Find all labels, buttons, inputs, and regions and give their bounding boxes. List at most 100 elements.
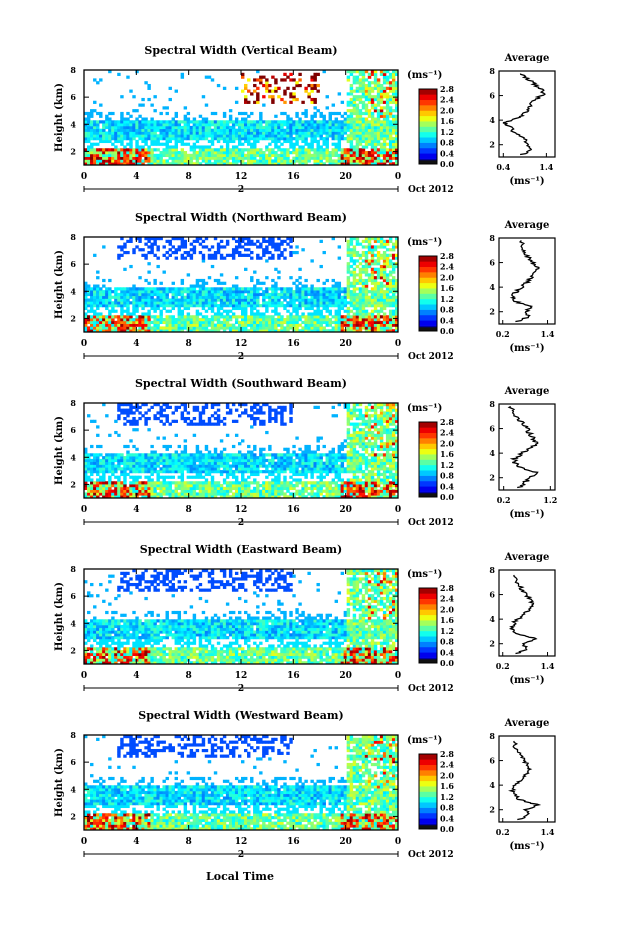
heatmap-cell bbox=[349, 92, 354, 96]
colorbar-tick-label: 2.0 bbox=[440, 105, 454, 115]
heatmap-cell bbox=[114, 298, 118, 302]
heatmap-cell bbox=[144, 326, 148, 330]
heatmap-cell bbox=[135, 159, 139, 163]
heatmap-cell bbox=[159, 467, 163, 471]
heatmap-cell bbox=[93, 453, 97, 457]
heatmap-cell bbox=[87, 120, 91, 124]
heatmap-cell bbox=[352, 134, 357, 138]
heatmap-cell bbox=[253, 120, 257, 124]
heatmap-cell bbox=[129, 137, 133, 141]
heatmap-cell bbox=[259, 151, 263, 155]
heatmap-cell bbox=[388, 309, 393, 313]
heatmap-cell bbox=[292, 318, 296, 322]
heatmap-cell bbox=[168, 315, 172, 319]
heatmap-cell bbox=[108, 151, 112, 155]
heatmap-cell bbox=[361, 100, 366, 104]
heatmap-cell bbox=[138, 486, 142, 491]
heatmap-cell bbox=[96, 484, 100, 488]
heatmap-cell bbox=[150, 301, 154, 305]
heatmap-cell bbox=[195, 281, 200, 285]
heatmap-cell bbox=[174, 486, 178, 491]
heatmap-cell bbox=[301, 292, 305, 297]
heatmap-cell bbox=[198, 481, 203, 485]
heatmap-cell bbox=[385, 95, 390, 99]
heatmap-cell bbox=[156, 237, 160, 241]
heatmap-cell bbox=[189, 148, 194, 152]
heatmap-cell bbox=[310, 97, 314, 102]
heatmap-cell bbox=[364, 137, 369, 141]
heatmap-cell bbox=[352, 270, 357, 274]
heatmap-cell bbox=[87, 467, 91, 471]
heatmap-cell bbox=[219, 162, 224, 166]
heatmap-cell bbox=[262, 318, 266, 322]
heatmap-cell bbox=[117, 475, 121, 479]
heatmap-cell bbox=[259, 123, 263, 127]
heatmap-cell bbox=[168, 290, 172, 294]
heatmap-cell bbox=[241, 464, 245, 468]
heatmap-cell bbox=[379, 292, 384, 297]
heatmap-cell bbox=[198, 329, 203, 333]
heatmap-cell bbox=[141, 470, 145, 474]
heatmap-cell bbox=[159, 137, 163, 141]
heatmap-cell bbox=[192, 489, 197, 493]
heatmap-cell bbox=[129, 484, 133, 488]
heatmap-cell bbox=[189, 326, 194, 330]
heatmap-cell bbox=[343, 304, 348, 308]
heatmap-cell bbox=[361, 304, 366, 308]
heatmap-cell bbox=[237, 456, 242, 460]
colorbar-segment bbox=[419, 105, 437, 111]
heatmap-cell bbox=[250, 287, 254, 291]
heatmap-cell bbox=[90, 492, 94, 496]
heatmap-cell bbox=[129, 151, 133, 155]
heatmap-cell bbox=[382, 329, 387, 333]
heatmap-cell bbox=[361, 95, 366, 99]
heatmap-cell bbox=[234, 137, 239, 141]
heatmap-cell bbox=[234, 123, 239, 127]
heatmap-cell bbox=[159, 281, 163, 285]
heatmap-cell bbox=[90, 301, 94, 305]
heatmap-cell bbox=[129, 145, 133, 149]
heatmap-cell bbox=[177, 248, 182, 252]
heatmap-cell bbox=[346, 242, 351, 246]
average-y-tick-label: 4 bbox=[489, 115, 495, 125]
heatmap-cell bbox=[117, 315, 121, 319]
heatmap-cell bbox=[210, 298, 215, 302]
heatmap-cell bbox=[292, 315, 296, 319]
heatmap-cell bbox=[370, 156, 375, 160]
heatmap-cell bbox=[192, 329, 197, 333]
heatmap-cell bbox=[117, 456, 121, 460]
heatmap-cell bbox=[198, 492, 203, 496]
heatmap-cell bbox=[162, 134, 166, 138]
heatmap-cell bbox=[108, 475, 112, 479]
heatmap-cell bbox=[117, 159, 121, 163]
heatmap-cell bbox=[385, 278, 390, 283]
heatmap-cell bbox=[162, 436, 166, 440]
heatmap-cell bbox=[138, 292, 142, 297]
heatmap-cell bbox=[262, 153, 266, 158]
heatmap-cell bbox=[210, 131, 215, 135]
heatmap-cell bbox=[123, 290, 127, 294]
heatmap-cell bbox=[114, 151, 118, 155]
heatmap-cell bbox=[322, 287, 326, 291]
heatmap-cell bbox=[310, 78, 314, 82]
heatmap-cell bbox=[204, 315, 209, 319]
heatmap-cell bbox=[295, 128, 299, 132]
heatmap-cell bbox=[87, 292, 91, 297]
heatmap-cell bbox=[183, 419, 188, 423]
heatmap-cell bbox=[340, 306, 345, 311]
heatmap-cell bbox=[271, 134, 275, 138]
heatmap-cell bbox=[328, 131, 332, 135]
heatmap-cell bbox=[277, 139, 281, 144]
heatmap-cell bbox=[364, 250, 369, 255]
heatmap-cell bbox=[120, 139, 124, 144]
colorbar-segment bbox=[419, 131, 437, 138]
heatmap-cell bbox=[228, 486, 233, 491]
heatmap-cell bbox=[147, 159, 151, 163]
heatmap-cell bbox=[358, 139, 363, 144]
heatmap-cell bbox=[84, 320, 88, 325]
heatmap-cell bbox=[231, 495, 236, 499]
heatmap-cell bbox=[256, 153, 260, 158]
heatmap-cell bbox=[195, 156, 200, 160]
heatmap-cell bbox=[129, 156, 133, 160]
heatmap-cell bbox=[244, 134, 248, 138]
